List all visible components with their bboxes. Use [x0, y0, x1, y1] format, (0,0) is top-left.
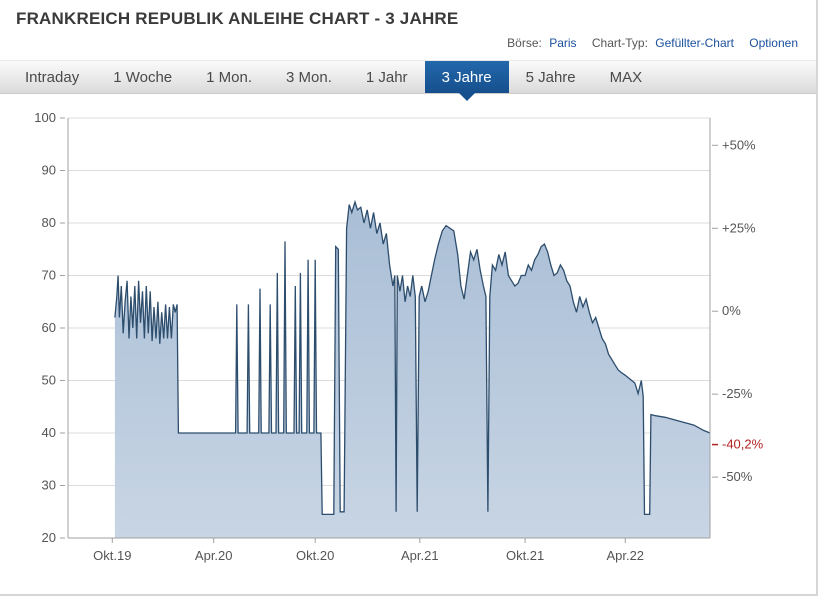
x-tick-label: Okt.20	[296, 548, 334, 563]
y-tick-label: 80	[42, 215, 56, 230]
y-tick-label: 100	[34, 110, 56, 125]
tab-3-jahre[interactable]: 3 Jahre	[424, 61, 509, 101]
x-tick-label: Apr.20	[195, 548, 233, 563]
pct-tick-label: +25%	[722, 220, 756, 235]
tab-1-woche[interactable]: 1 Woche	[96, 61, 189, 93]
pct-tick-label: -50%	[722, 469, 753, 484]
y-tick-label: 70	[42, 268, 56, 283]
tab-label: 3 Jahre	[441, 68, 492, 86]
price-line	[114, 199, 711, 516]
pct-tick-label: +50%	[722, 137, 756, 152]
x-tick-label: Okt.21	[506, 548, 544, 563]
chart-meta: Börse: Paris Chart-Typ: Gefüllter-Chart …	[16, 36, 802, 50]
tab-label: 1 Mon.	[206, 68, 252, 86]
y-tick-label: 20	[42, 530, 56, 545]
y-tick-label: 50	[42, 373, 56, 388]
pct-tick-label: -25%	[722, 386, 753, 401]
tab-label: 3 Mon.	[286, 68, 332, 86]
tab-max[interactable]: MAX	[593, 61, 660, 93]
tab-3-mon-[interactable]: 3 Mon.	[269, 61, 349, 93]
tab-label: 1 Jahr	[365, 68, 408, 86]
chart-area: 20 30 40 50 60 70 80 90 100 Okt.19 Apr.20 Okt.20 Apr…	[0, 102, 816, 593]
tab-intraday[interactable]: Intraday	[8, 61, 96, 93]
tab-label: Intraday	[25, 68, 80, 86]
y-tick-label: 30	[42, 478, 56, 493]
boerse-label: Börse:	[507, 36, 542, 50]
current-change-label: -40,2%	[722, 437, 764, 452]
x-tick-label: Okt.19	[93, 548, 131, 563]
y-tick-label: 60	[42, 320, 56, 335]
tab-1-jahr[interactable]: 1 Jahr	[349, 61, 425, 93]
price-chart: 20 30 40 50 60 70 80 90 100 Okt.19 Apr.20 Okt.20 Apr…	[34, 110, 764, 563]
tab-label: 5 Jahre	[525, 68, 576, 86]
tab-label: 1 Woche	[113, 68, 173, 86]
range-tabbar: Intraday 1 Woche 1 Mon. 3 Mon. 1 Jahr 3 Jahre…	[0, 60, 816, 101]
tab-label: MAX	[609, 68, 643, 86]
charttyp-label: Chart-Typ:	[591, 36, 648, 50]
active-tab-pointer-icon	[458, 93, 475, 101]
tab-5-jahre[interactable]: 5 Jahre	[509, 61, 593, 93]
area-fill	[114, 202, 710, 538]
pct-tick-label: 0%	[722, 303, 741, 318]
page-title: FRANKREICH REPUBLIK ANLEIHE CHART - 3 JA…	[16, 9, 459, 28]
chart-header: FRANKREICH REPUBLIK ANLEIHE CHART - 3 JA…	[0, 0, 816, 50]
y-tick-label: 90	[42, 163, 56, 178]
optionen-link[interactable]: Optionen	[749, 36, 798, 50]
x-tick-label: Apr.22	[606, 548, 644, 563]
charttyp-value-link[interactable]: Gefüllter-Chart	[655, 36, 734, 50]
boerse-value-link[interactable]: Paris	[549, 36, 577, 50]
y-tick-label: 40	[42, 425, 56, 440]
x-tick-label: Apr.21	[401, 548, 439, 563]
tab-1-mon-[interactable]: 1 Mon.	[189, 61, 269, 93]
